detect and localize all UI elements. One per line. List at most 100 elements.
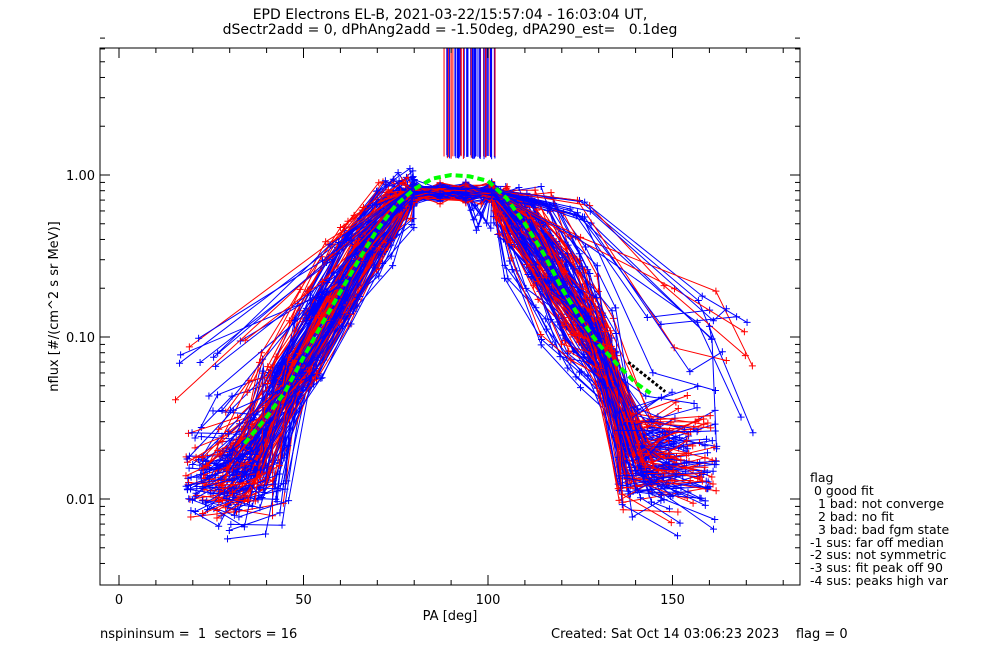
data-point	[258, 494, 266, 502]
data-point	[172, 396, 180, 404]
data-point	[704, 485, 712, 493]
data-point	[748, 362, 756, 370]
data-point	[313, 354, 321, 362]
data-point	[707, 424, 715, 432]
data-point	[694, 474, 702, 482]
data-point	[507, 254, 515, 262]
data-point	[711, 386, 719, 394]
data-point	[749, 429, 757, 437]
data-point	[684, 445, 692, 453]
series-line	[218, 184, 688, 501]
data-point	[572, 331, 580, 339]
data-point	[256, 504, 264, 512]
data-point	[288, 359, 296, 367]
data-point	[219, 485, 227, 493]
data-point	[657, 320, 665, 328]
data-point	[582, 295, 590, 303]
data-point	[330, 269, 338, 277]
data-point	[586, 270, 594, 278]
data-point	[293, 376, 301, 384]
flag-legend-item: -3 sus: fit peak off 90	[810, 560, 943, 576]
data-point	[229, 406, 237, 414]
data-point	[354, 281, 362, 289]
data-point	[560, 277, 568, 285]
flag-legend-title: flag	[810, 470, 834, 485]
data-point	[575, 250, 583, 258]
flag-legend-item: -4 sus: peaks high var	[810, 573, 949, 589]
data-point	[547, 316, 555, 324]
data-point	[272, 495, 280, 503]
fit-tail	[627, 360, 667, 393]
data-point	[229, 468, 237, 476]
data-point	[573, 196, 581, 204]
data-point	[185, 343, 193, 351]
data-point	[561, 318, 569, 326]
data-point	[621, 445, 629, 453]
data-point	[668, 476, 676, 484]
data-point	[270, 376, 278, 384]
data-point	[703, 469, 711, 477]
data-point	[389, 262, 397, 270]
data-point	[639, 458, 647, 466]
data-point	[285, 497, 293, 505]
data-point	[187, 507, 195, 515]
data-point	[596, 335, 604, 343]
data-point	[256, 473, 264, 481]
data-point	[202, 462, 210, 470]
data-point	[587, 305, 595, 313]
data-point	[706, 412, 714, 420]
data-point	[296, 285, 304, 293]
data-point	[381, 177, 389, 185]
data-point	[339, 322, 347, 330]
data-point	[334, 278, 342, 286]
data-point	[262, 530, 270, 538]
data-point	[619, 506, 627, 514]
data-point	[547, 189, 555, 197]
data-point	[492, 214, 500, 222]
series-line	[187, 190, 676, 491]
data-point	[615, 496, 623, 504]
data-point	[690, 400, 698, 408]
data-point	[503, 183, 511, 191]
flag-legend-item: 3 bad: bad fgm state	[810, 521, 950, 537]
data-point	[188, 429, 196, 437]
data-point	[689, 465, 697, 473]
data-point	[612, 304, 620, 312]
data-point	[618, 501, 626, 509]
data-point	[234, 413, 242, 421]
data-point	[708, 437, 716, 445]
data-point	[541, 225, 549, 233]
data-point	[683, 437, 691, 445]
footer-right: Created: Sat Oct 14 03:06:23 2023 flag =…	[551, 627, 848, 642]
data-point	[537, 182, 545, 190]
data-point	[564, 364, 572, 372]
data-point	[648, 417, 656, 425]
data-point	[660, 496, 668, 504]
data-point	[543, 325, 551, 333]
data-point	[191, 434, 199, 442]
data-point	[632, 486, 640, 494]
fit-curve	[242, 172, 652, 445]
data-point	[538, 335, 546, 343]
data-point	[733, 313, 741, 321]
data-point	[470, 216, 478, 224]
data-point	[641, 463, 649, 471]
data-point	[340, 223, 348, 231]
data-point	[182, 472, 190, 480]
y-axis-label: nflux [#/(cm^2 s sr MeV)]	[47, 221, 62, 391]
data-point	[677, 456, 685, 464]
data-point	[632, 466, 640, 474]
data-point	[537, 331, 545, 339]
data-point	[197, 433, 205, 441]
data-point	[270, 480, 278, 488]
data-point	[581, 243, 589, 251]
data-point	[515, 183, 523, 191]
data-point	[387, 236, 395, 244]
data-point	[508, 219, 516, 227]
data-point	[250, 480, 258, 488]
data-point	[712, 287, 720, 295]
data-point	[214, 447, 222, 455]
data-point	[224, 535, 232, 543]
data-point	[199, 454, 207, 462]
data-point	[218, 406, 226, 414]
